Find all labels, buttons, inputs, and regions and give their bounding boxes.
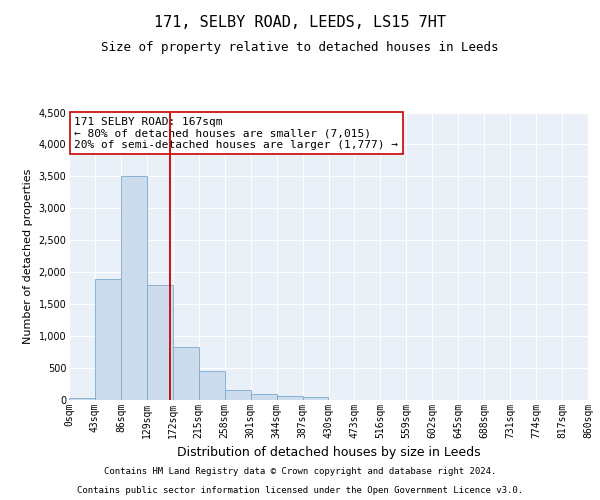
Bar bbox=[277, 396, 302, 400]
Bar bbox=[224, 390, 251, 400]
Bar bbox=[251, 394, 277, 400]
Y-axis label: Number of detached properties: Number of detached properties bbox=[23, 168, 33, 344]
Text: 171, SELBY ROAD, LEEDS, LS15 7HT: 171, SELBY ROAD, LEEDS, LS15 7HT bbox=[154, 15, 446, 30]
Text: Contains public sector information licensed under the Open Government Licence v3: Contains public sector information licen… bbox=[77, 486, 523, 495]
Bar bbox=[147, 285, 173, 400]
Bar bbox=[173, 347, 199, 400]
Text: 171 SELBY ROAD: 167sqm
← 80% of detached houses are smaller (7,015)
20% of semi-: 171 SELBY ROAD: 167sqm ← 80% of detached… bbox=[74, 117, 398, 150]
Bar bbox=[199, 371, 224, 400]
Bar bbox=[95, 278, 121, 400]
X-axis label: Distribution of detached houses by size in Leeds: Distribution of detached houses by size … bbox=[176, 446, 481, 460]
Bar bbox=[302, 397, 329, 400]
Text: Size of property relative to detached houses in Leeds: Size of property relative to detached ho… bbox=[101, 41, 499, 54]
Bar bbox=[69, 398, 95, 400]
Text: Contains HM Land Registry data © Crown copyright and database right 2024.: Contains HM Land Registry data © Crown c… bbox=[104, 467, 496, 476]
Bar bbox=[121, 176, 147, 400]
